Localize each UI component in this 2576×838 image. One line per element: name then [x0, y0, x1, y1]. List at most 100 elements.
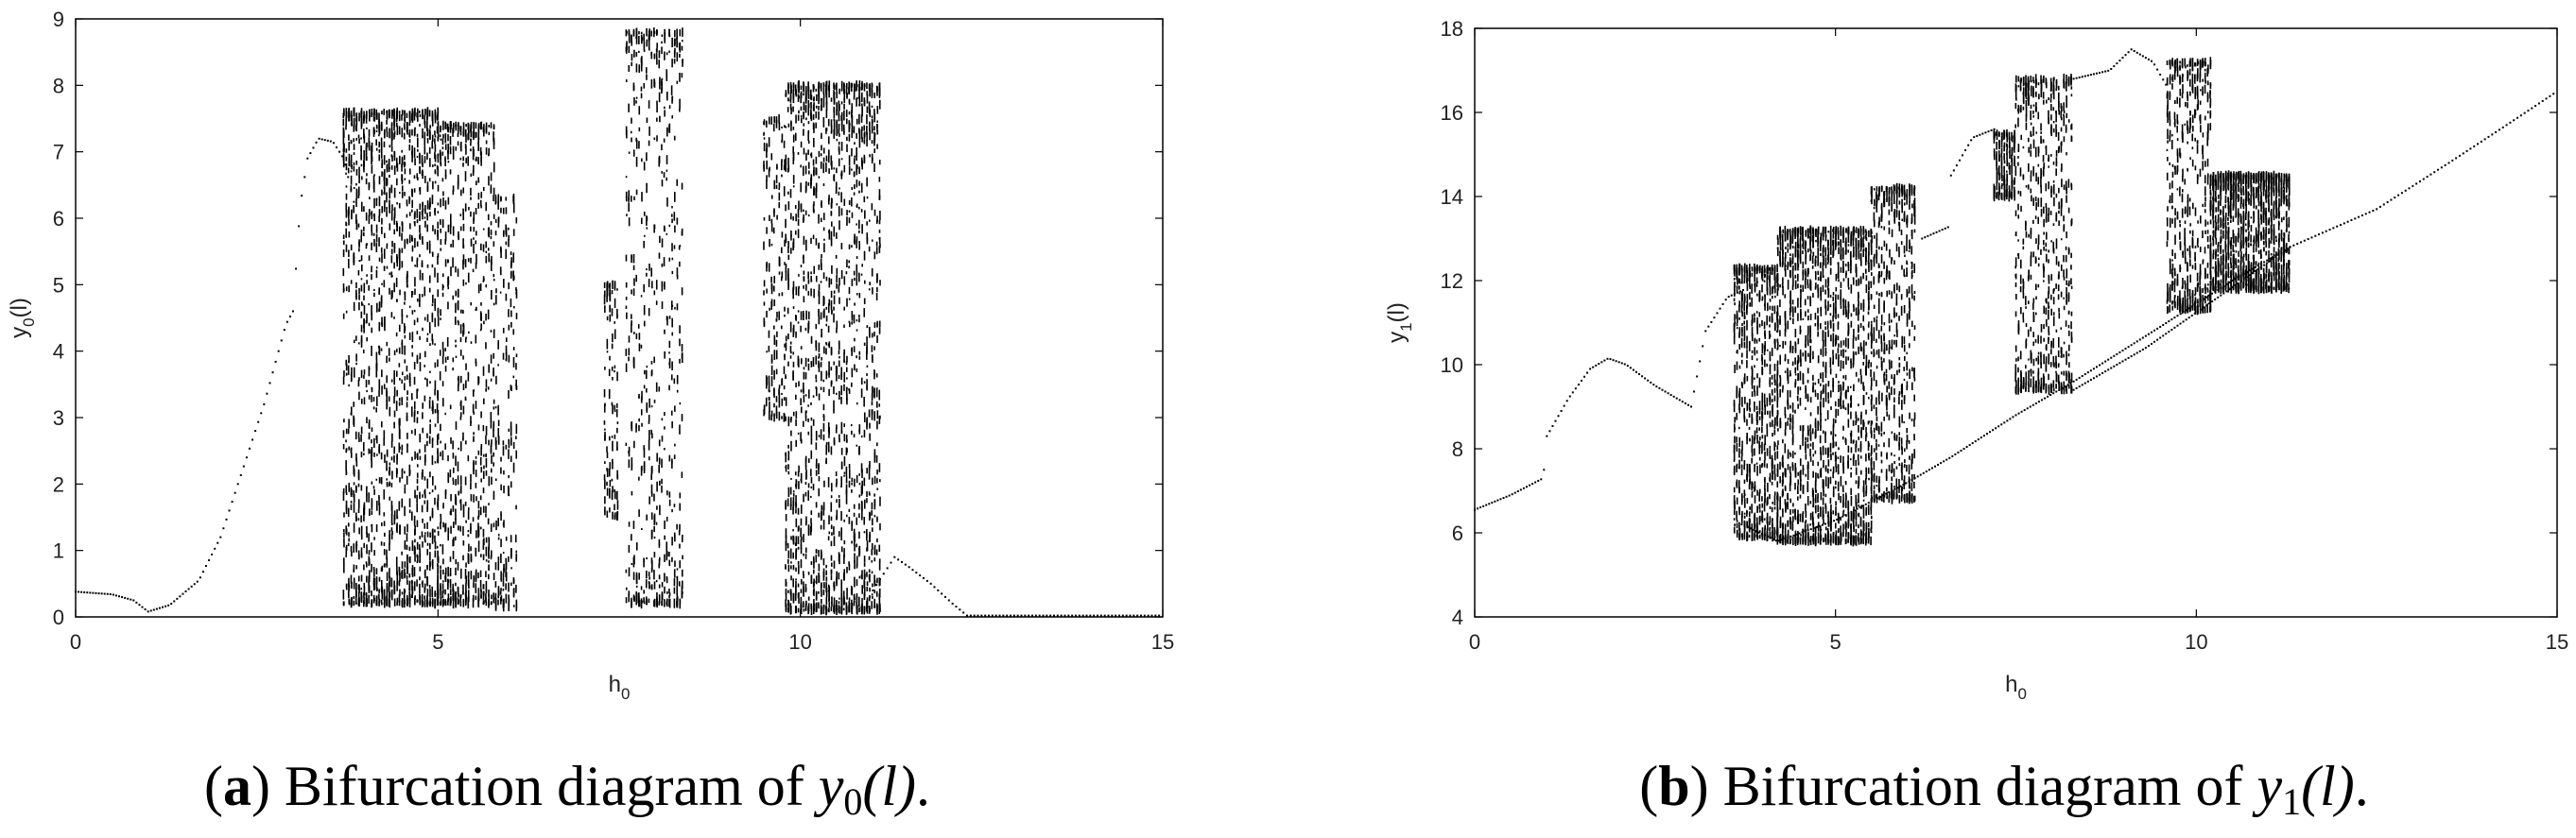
data-point-a-4726: [856, 517, 858, 525]
data-point-a-2754: [609, 292, 612, 302]
data-point-a-72: [283, 329, 285, 332]
data-point-a-2951: [637, 324, 640, 329]
data-point-a-3733: [795, 495, 797, 505]
data-point-a-2139: [464, 203, 467, 212]
data-point-a-1113: [398, 113, 401, 122]
data-point-a-1002: [390, 154, 393, 158]
data-point-a-1977: [452, 149, 455, 160]
data-point-a-1400: [416, 464, 419, 468]
data-point-a-1691: [431, 134, 434, 143]
data-point-a-1839: [440, 219, 441, 225]
data-point-a-2771: [612, 458, 614, 464]
data-point-a-3182: [661, 485, 663, 493]
data-point-a-2806: [616, 441, 618, 452]
data-point-a-1132: [398, 569, 401, 576]
data-point-a-85: [320, 138, 323, 141]
data-point-a-722: [373, 108, 375, 119]
data-point-a-2564: [500, 207, 502, 214]
data-point-a-377: [353, 367, 355, 378]
data-point-a-3152: [658, 464, 660, 473]
data-point-a-2561: [499, 291, 502, 294]
data-point-a-2252: [472, 169, 475, 177]
data-point-a-1854: [441, 381, 444, 387]
data-point-a-2724: [606, 446, 608, 453]
data-point-a-4548: [843, 103, 845, 110]
data-point-a-4872: [863, 156, 866, 163]
data-point-a-73: [285, 320, 288, 323]
data-point-a-892: [383, 177, 386, 187]
data-point-a-1584: [426, 115, 428, 125]
data-point-a-1534: [424, 286, 426, 297]
data-point-a-3014: [646, 74, 648, 80]
data-point-a-3159: [661, 144, 663, 151]
data-point-a-3206: [664, 31, 666, 36]
data-point-a-2696: [515, 217, 518, 224]
data-point-a-3495: [778, 182, 781, 188]
data-point-a-4381: [833, 436, 836, 445]
data-point-a-3118: [656, 43, 658, 49]
data-point-a-70: [277, 350, 280, 352]
data-point-a-1013: [390, 522, 393, 525]
data-point-a-3854: [803, 123, 805, 127]
data-point-a-431: [354, 214, 357, 224]
data-point-a-3199: [664, 599, 666, 607]
data-point-a-1765: [437, 289, 440, 298]
data-point-a-551: [363, 159, 365, 165]
data-point-a-676: [371, 156, 373, 162]
data-point-a-1722: [434, 209, 436, 214]
data-point-a-1843: [441, 583, 444, 590]
data-point-a-496: [360, 588, 363, 590]
data-point-a-48: [214, 547, 216, 550]
data-point-a-4897: [866, 114, 868, 125]
data-point-a-65: [263, 402, 266, 405]
data-point-a-3754: [795, 419, 797, 426]
data-point-a-185: [343, 538, 345, 542]
data-point-a-2720: [606, 468, 609, 478]
data-point-a-3418: [766, 160, 769, 170]
data-point-a-2149: [465, 336, 467, 339]
data-point-a-505: [360, 278, 363, 281]
data-point-a-1744: [436, 402, 439, 414]
data-point-a-4627: [848, 286, 851, 295]
data-point-a-474: [360, 235, 363, 243]
data-point-a-1705: [434, 109, 437, 115]
data-point-a-3986: [810, 486, 813, 488]
data-point-a-144: [1031, 614, 1033, 617]
data-point-a-1954: [449, 568, 452, 576]
data-point-a-869: [384, 232, 386, 239]
data-point-a-2423: [488, 590, 490, 597]
data-point-a-1191: [404, 178, 406, 180]
data-point-a-1643: [429, 381, 431, 384]
data-point-a-3957: [807, 129, 810, 134]
data-point-a-1674: [431, 164, 434, 167]
data-point-a-4881: [863, 580, 866, 590]
data-point-a-297: [348, 598, 351, 601]
data-point-a-2446: [487, 214, 490, 221]
data-point-a-932: [386, 111, 388, 114]
data-point-a-147: [1042, 614, 1045, 617]
data-point-a-3458: [773, 325, 775, 330]
data-point-a-4212: [822, 414, 825, 418]
data-point-a-3965: [807, 572, 810, 575]
data-point-a-3075: [650, 491, 653, 497]
data-point-a-3067: [651, 560, 653, 571]
data-point-a-2402: [485, 140, 488, 145]
data-point-a-1797: [437, 454, 440, 464]
data-point-a-785: [378, 148, 381, 153]
data-point-a-3: [83, 590, 86, 593]
data-point-a-3706: [792, 536, 795, 544]
data-point-a-2706: [603, 403, 606, 413]
data-point-a-3057: [648, 126, 650, 136]
data-point-a-3667: [790, 86, 792, 92]
data-point-a-4140: [820, 582, 822, 592]
data-point-a-4755: [856, 605, 858, 614]
data-point-a-2448: [490, 412, 493, 422]
data-point-a-4358: [833, 95, 836, 105]
data-point-a-2250: [473, 460, 475, 470]
data-point-a-2110: [462, 526, 464, 536]
data-point-a-1205: [404, 110, 406, 114]
data-point-a-2159: [464, 259, 467, 267]
data-point-a-1858: [442, 133, 444, 139]
data-point-a-1926: [447, 127, 450, 133]
data-point-a-700: [373, 292, 375, 298]
